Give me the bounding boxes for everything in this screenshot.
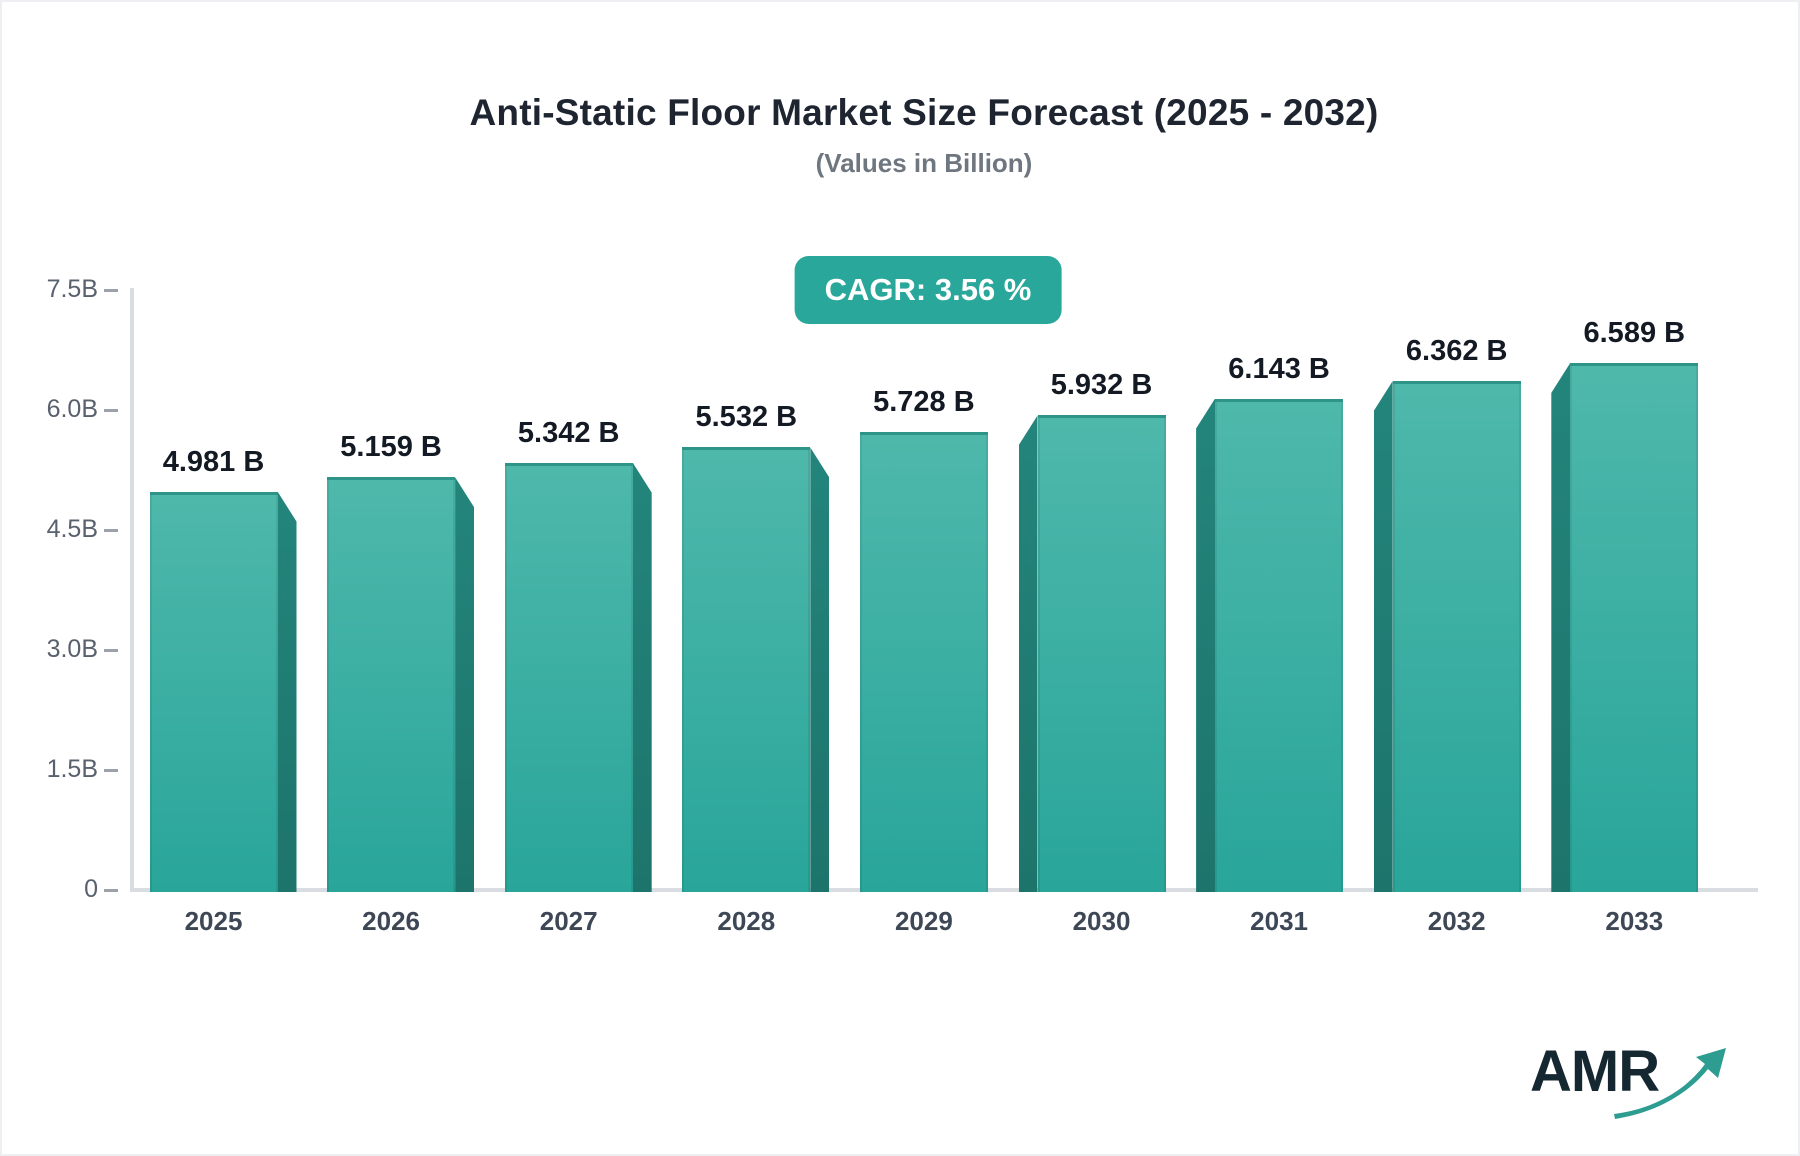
y-axis-label: 6.0B	[46, 395, 98, 423]
bar-2028[interactable]	[682, 447, 811, 892]
y-axis-tick	[104, 528, 118, 532]
bar-value-label: 6.143 B	[1228, 352, 1330, 385]
bar-value-label: 6.362 B	[1405, 335, 1508, 368]
y-axis-tick	[104, 648, 118, 652]
cagr-badge: CAGR: 3.56 %	[794, 256, 1062, 324]
page-subtitle: (Values in Billion)	[815, 148, 1033, 178]
amr-logo: AMR	[1530, 1038, 1730, 1128]
bar-2031-side-face	[1196, 398, 1216, 892]
bar-value-label: 5.728 B	[873, 385, 975, 418]
bar-2030-side-face	[1018, 415, 1038, 892]
bar-value-label: 5.532 B	[695, 401, 798, 434]
bar-2025[interactable]	[149, 491, 278, 892]
y-axis-label: 0	[84, 875, 98, 903]
bar-2026-side-face	[455, 477, 475, 892]
bar-2033-side-face	[1551, 362, 1571, 892]
x-axis-label: 2025	[184, 906, 243, 936]
y-axis-label: 4.5B	[46, 515, 98, 543]
bar-2029[interactable]	[859, 431, 988, 892]
bar-2032[interactable]	[1392, 381, 1521, 892]
bar-value-label: 5.342 B	[517, 416, 620, 449]
y-axis-label: 3.0B	[46, 635, 98, 663]
bar-2031[interactable]	[1215, 398, 1344, 892]
x-axis-label: 2028	[717, 906, 776, 936]
bar-value-label: 5.932 B	[1050, 369, 1153, 402]
bar-2027-side-face	[632, 462, 652, 892]
bar-2027[interactable]	[504, 462, 633, 892]
amr-logo-text: AMR	[1530, 1039, 1660, 1104]
y-axis-label: 1.5B	[46, 755, 98, 783]
y-axis-label: 7.5B	[46, 275, 98, 303]
y-axis-tick	[104, 288, 118, 292]
bar-2025-side-face	[277, 491, 297, 892]
bar-2030[interactable]	[1037, 415, 1166, 892]
bar-value-label: 6.589 B	[1583, 316, 1686, 349]
bar-value-label: 5.159 B	[340, 431, 442, 464]
y-axis-tick	[104, 768, 118, 772]
bar-2032-side-face	[1373, 381, 1393, 892]
bar-value-label: 4.981 B	[162, 445, 265, 478]
x-axis-label: 2032	[1427, 906, 1486, 936]
x-axis-label: 2027	[539, 906, 598, 936]
bar-2028-side-face	[810, 447, 830, 892]
bar-2026[interactable]	[327, 477, 456, 892]
x-axis-label: 2033	[1605, 906, 1664, 936]
growth-arrow-icon	[1614, 1048, 1726, 1119]
bar-2033[interactable]	[1570, 362, 1699, 892]
x-axis-label: 2031	[1250, 906, 1309, 936]
x-axis-label: 2029	[894, 906, 953, 936]
x-axis-label: 2026	[362, 906, 421, 936]
x-axis-label: 2030	[1072, 906, 1131, 936]
y-axis-tick	[104, 888, 118, 892]
y-axis-tick	[104, 408, 118, 412]
page-title: Anti-Static Floor Market Size Forecast (…	[469, 92, 1379, 133]
y-axis-line	[130, 288, 134, 892]
